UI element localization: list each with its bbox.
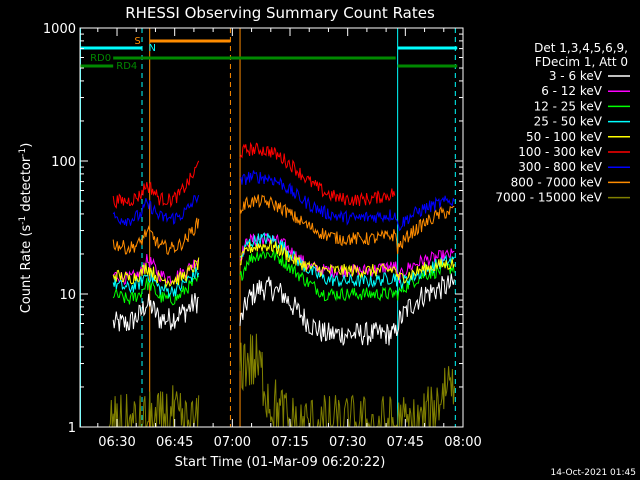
x-axis-label: Start Time (01-Mar-09 06:20:22) [175,455,386,470]
legend-label: 50 - 100 keV [526,130,603,144]
y-tick-label: 10 [59,288,76,303]
plot-area: SN RD0 RD4 [80,28,458,427]
x-tick-label: 07:45 [387,435,424,450]
night-label: N [149,43,156,54]
axis-ticks: 1 10 100 1000 06:30 06:45 07:00 07:15 07:30 07:45… [43,22,482,450]
series-line [239,141,396,207]
series-line [112,267,200,299]
x-tick-label: 06:45 [156,435,193,450]
plot-frame [79,27,464,428]
series-line [239,232,455,289]
series-line [112,217,200,256]
x-tick-label: 07:30 [329,435,366,450]
y-label-part-1: Count Rate (s [19,225,34,314]
series-line [112,160,200,209]
y-label-sup-2: -1 [18,148,28,157]
series-line [239,170,455,232]
legend-label: 25 - 50 keV [534,115,603,129]
y-label-sup-1: -1 [18,216,28,225]
chart-title: RHESSI Observing Summary Count Rates [125,4,435,22]
legend-label: 300 - 800 keV [518,160,602,174]
x-tick-label: 06:30 [98,435,135,450]
y-label-part-2: detector [19,156,34,216]
x-tick-label: 08:00 [444,435,481,450]
y-axis-label: Count Rate (s-1 detector-1) [18,143,34,314]
series-line [239,250,455,302]
legend-label: 7000 - 15000 keV [495,191,602,205]
x-tick-label: 07:15 [271,435,308,450]
legend-label: 3 - 6 keV [549,69,603,83]
x-tick-label: 07:00 [214,435,251,450]
legend-label: 6 - 12 keV [541,84,603,98]
rd0-label: RD0 [90,53,111,64]
saa-label: S [134,36,140,47]
series-line [239,333,455,427]
series-line [239,273,455,346]
legend-label: 100 - 300 keV [518,145,602,159]
legend-label: 800 - 7000 keV [511,175,603,189]
y-tick-label: 1000 [43,22,76,37]
series-line [239,239,455,284]
legend: Det 1,3,4,5,6,9, FDecim 1, Att 0 3 - 6 k… [495,41,630,205]
series-line [108,385,200,427]
series-line [112,194,200,227]
y-label-part-3: ) [19,143,34,148]
legend-label: 12 - 25 keV [534,99,603,113]
series-line [239,194,455,255]
y-tick-label: 1 [68,421,76,436]
series-line [112,293,199,332]
series-line [112,273,200,306]
footer-date: 14-Oct-2021 01:45 [551,468,636,478]
y-tick-label: 100 [51,155,76,170]
rd4-label: RD4 [116,61,137,72]
legend-header-1: Det 1,3,4,5,6,9, [534,41,628,55]
legend-header-2: FDecim 1, Att 0 [535,55,628,69]
series-line [112,257,200,289]
